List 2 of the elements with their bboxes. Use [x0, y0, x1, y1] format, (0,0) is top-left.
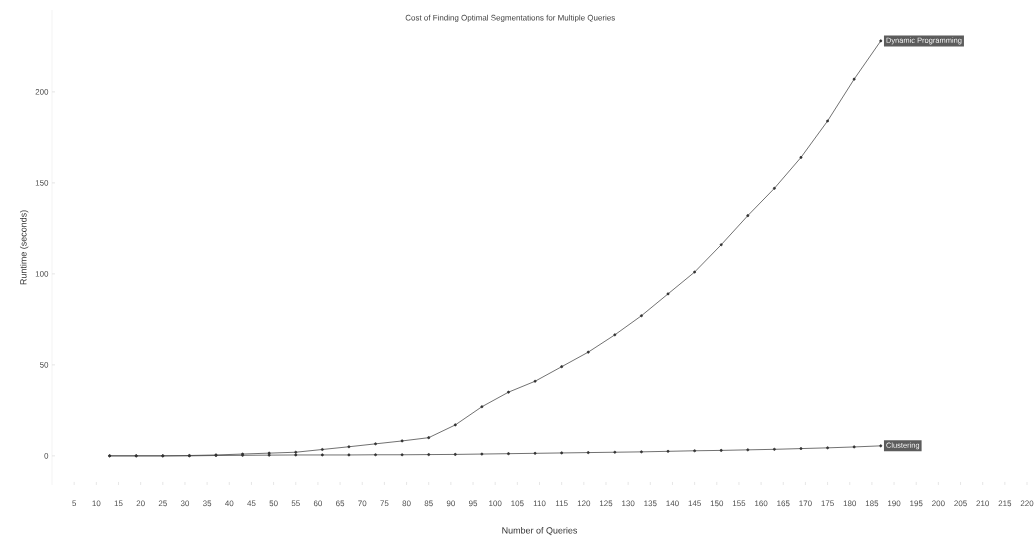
y-axis-title: Runtime (seconds) [20, 210, 29, 285]
x-axis-title: Number of Queries [502, 526, 578, 536]
